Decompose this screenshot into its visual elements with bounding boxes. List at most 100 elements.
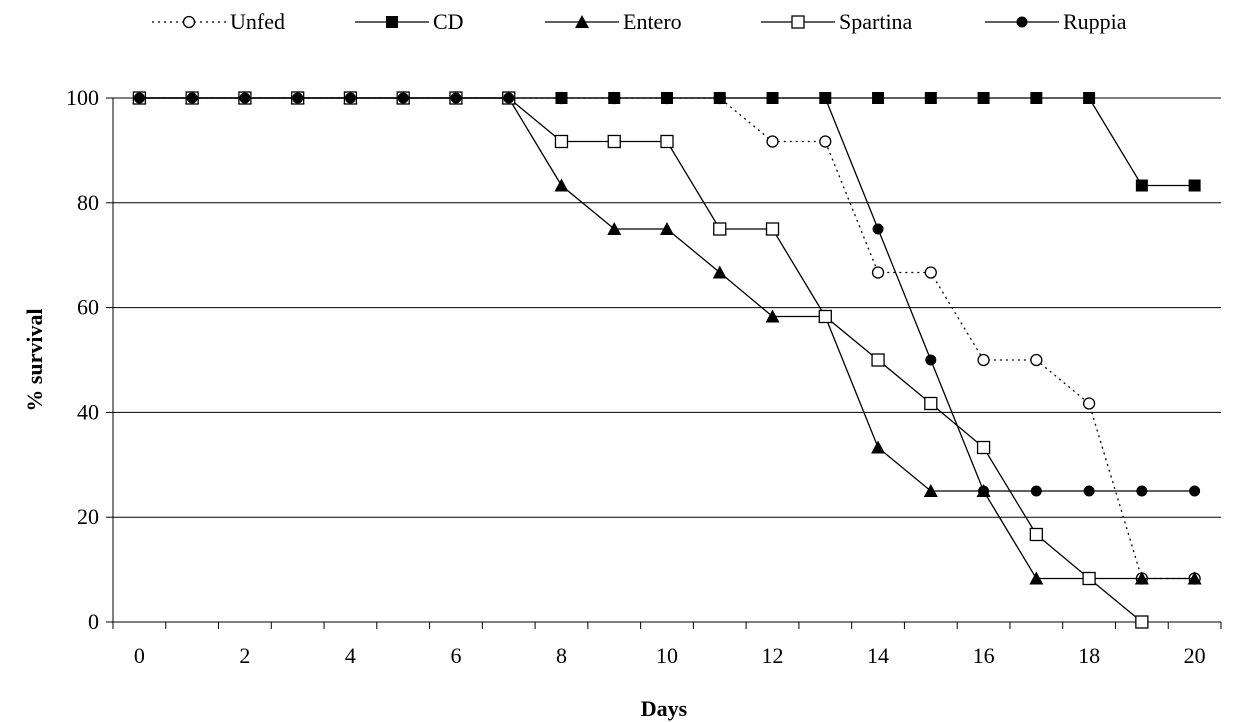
entero-point (607, 222, 622, 235)
legend-label: Unfed (230, 9, 285, 34)
x-axis-title: Days (641, 696, 688, 721)
cd-point (1030, 92, 1043, 104)
entero-point (1134, 571, 1149, 585)
x-tick-label: 16 (973, 643, 995, 668)
y-tick-label: 80 (77, 190, 99, 215)
entero-point (923, 484, 938, 497)
entero-point (871, 440, 886, 454)
unfed-point (819, 135, 832, 148)
spartina-point (1082, 571, 1096, 586)
legend-marker (182, 15, 196, 29)
series-ruppia (133, 92, 1201, 497)
legend-marker (575, 15, 589, 28)
entero-point (1187, 571, 1202, 585)
ruppia-point (1030, 485, 1042, 497)
y-tick-label: 20 (77, 504, 99, 529)
unfed-point (924, 266, 937, 279)
spartina-point (713, 222, 727, 236)
ruppia-point (767, 92, 779, 104)
series-entero (132, 91, 1202, 585)
entero-line (139, 97, 1195, 580)
ruppia-point (661, 92, 673, 104)
spartina-point (1029, 527, 1043, 542)
ruppia-point (555, 92, 567, 104)
x-tick-label: 18 (1078, 643, 1100, 668)
ruppia-point (608, 92, 620, 104)
series-layer (132, 91, 1202, 629)
ruppia-point (397, 92, 409, 104)
cd-point (977, 92, 990, 104)
unfed-line (139, 97, 1195, 580)
unfed-point (766, 135, 779, 148)
spartina-point (818, 309, 832, 324)
spartina-line (139, 97, 1143, 623)
legend-item-ruppia: Ruppia (985, 9, 1127, 34)
x-tick-label: 10 (656, 643, 678, 668)
cd-point (872, 92, 885, 104)
unfed-point (977, 353, 990, 367)
ruppia-point (292, 92, 304, 104)
legend-label: CD (433, 9, 464, 34)
y-tick-label: 40 (77, 399, 99, 424)
legend-label: Ruppia (1063, 9, 1127, 34)
legend-item-unfed: Unfed (152, 9, 285, 34)
ruppia-point (1189, 485, 1201, 497)
entero-point (1029, 571, 1044, 585)
unfed-point (871, 266, 885, 279)
ruppia-point (344, 92, 356, 104)
legend-marker (791, 15, 805, 29)
gridlines (113, 97, 1221, 518)
ruppia-line (139, 97, 1195, 492)
spartina-point (871, 353, 885, 367)
ruppia-point (450, 92, 462, 104)
legend-label: Spartina (839, 9, 913, 34)
entero-point (712, 265, 727, 279)
ruppia-point (503, 92, 515, 104)
x-tick-label: 6 (450, 643, 461, 668)
series-unfed (133, 91, 1201, 585)
y-axis-title: % survival (22, 308, 47, 411)
ruppia-point (978, 485, 990, 497)
spartina-point (660, 134, 674, 149)
spartina-point (976, 440, 991, 455)
entero-point (765, 309, 780, 323)
spartina-point (1135, 615, 1149, 629)
y-tick-label: 100 (66, 85, 99, 110)
ruppia-point (925, 354, 937, 366)
x-tick-label: 0 (134, 643, 145, 668)
legend-item-cd: CD (355, 9, 464, 34)
axes: 0 20 40 60 80 100 0 2 4 6 8 10 12 14 16 18 20 (66, 85, 1222, 668)
ruppia-point (186, 92, 198, 104)
cd-point (1188, 179, 1201, 192)
legend: Unfed CD Entero Spartina Ruppia (152, 9, 1127, 34)
x-tick-label: 12 (762, 643, 784, 668)
cd-point (1083, 92, 1096, 104)
y-tick-label: 60 (77, 295, 99, 320)
x-tick-label: 2 (239, 643, 250, 668)
ruppia-point (239, 92, 251, 104)
cd-point (1135, 179, 1148, 192)
spartina-point (924, 396, 938, 411)
entero-point (554, 178, 569, 192)
legend-item-entero: Entero (545, 9, 682, 34)
spartina-point (554, 134, 569, 149)
spartina-point (607, 134, 621, 149)
x-tick-label: 20 (1184, 643, 1206, 668)
ruppia-point (819, 92, 831, 104)
spartina-point (765, 222, 780, 236)
unfed-point (1082, 397, 1096, 410)
legend-marker (1016, 16, 1028, 28)
cd-point (924, 92, 937, 104)
legend-marker (386, 16, 398, 28)
unfed-point (1030, 353, 1043, 367)
x-tick-label: 4 (345, 643, 356, 668)
ruppia-point (1136, 485, 1148, 497)
x-tick-label: 14 (867, 643, 889, 668)
ruppia-point (714, 92, 726, 104)
ruppia-point (1083, 485, 1095, 497)
ruppia-point (133, 92, 145, 104)
legend-item-spartina: Spartina (761, 9, 913, 34)
y-tick-label: 0 (88, 609, 99, 634)
